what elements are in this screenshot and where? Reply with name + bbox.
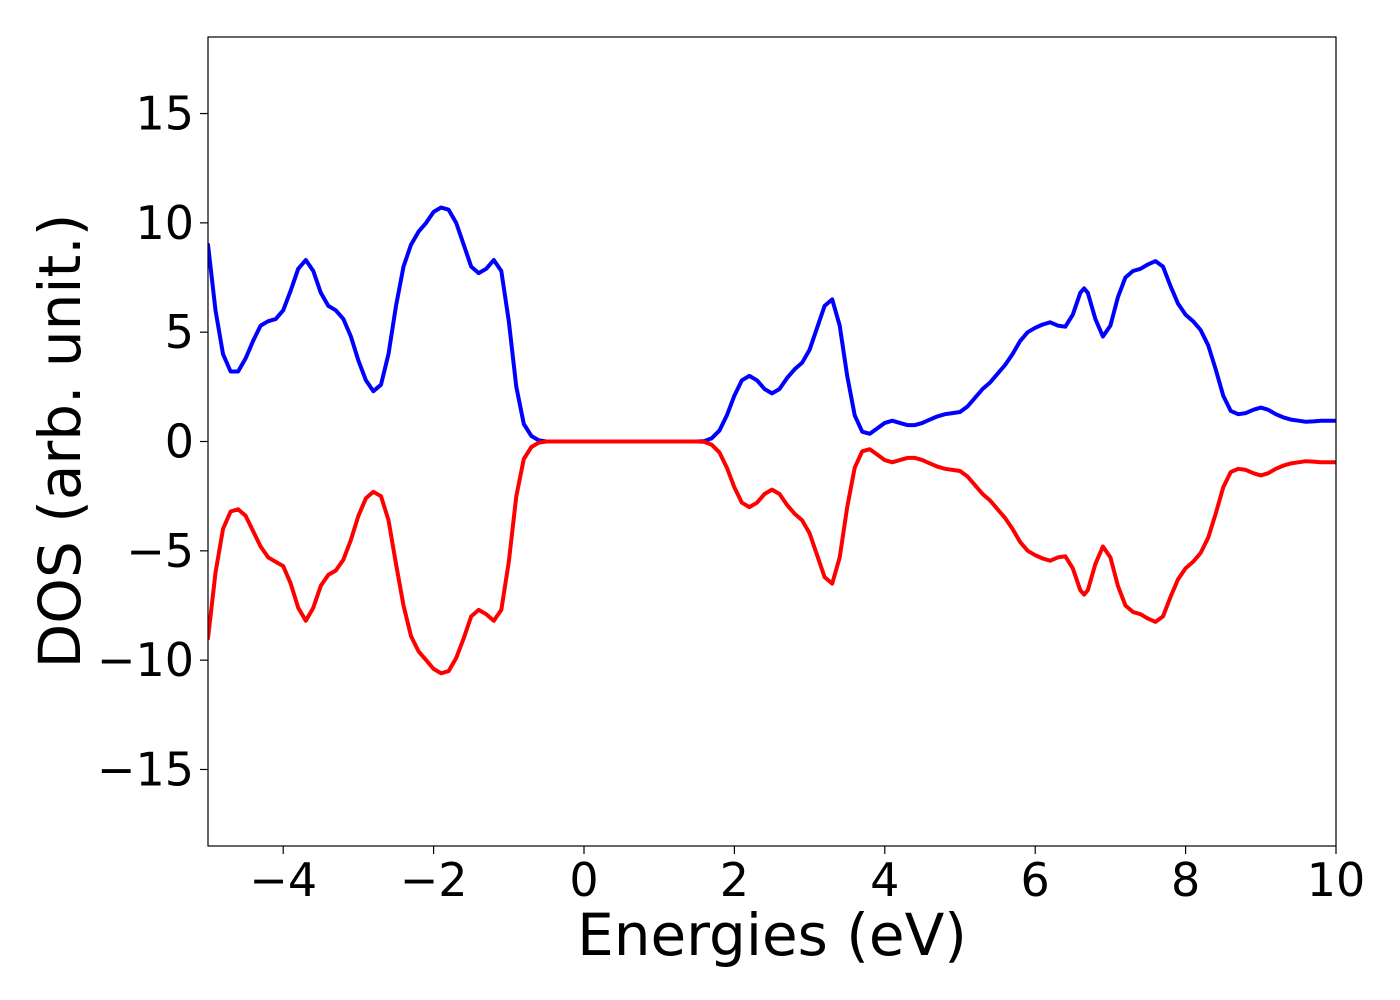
x-tick-label: 10 — [1307, 853, 1366, 907]
y-tick-label: −10 — [97, 633, 194, 687]
x-tick-label: 8 — [1171, 853, 1200, 907]
series-layer — [208, 205, 1336, 676]
y-axis-title: DOS (arb. unit.) — [26, 214, 94, 669]
plot-area — [207, 36, 1337, 847]
y-tick-label: 10 — [135, 196, 194, 250]
dos-series-1 — [208, 439, 1336, 676]
plot-frame — [207, 36, 1337, 847]
x-tick-label: −2 — [400, 853, 468, 907]
x-tick-label: 2 — [720, 853, 749, 907]
x-tick-label: −4 — [249, 853, 317, 907]
y-tick-label: −5 — [126, 524, 194, 578]
y-tick-label: 0 — [165, 415, 194, 469]
dos-series-0 — [208, 205, 1336, 444]
y-tick-label: 5 — [165, 305, 194, 359]
y-tick-label: 15 — [135, 87, 194, 141]
y-axis: 15 10 5 0 −5 −10 −15 — [97, 87, 208, 796]
x-axis: −4 −2 0 2 4 6 8 10 — [249, 846, 1365, 907]
y-tick-label: −15 — [97, 742, 194, 796]
x-tick-label: 6 — [1021, 853, 1050, 907]
x-tick-label: 4 — [870, 853, 899, 907]
x-axis-title: Energies (eV) — [577, 901, 967, 969]
x-tick-label: 0 — [569, 853, 598, 907]
